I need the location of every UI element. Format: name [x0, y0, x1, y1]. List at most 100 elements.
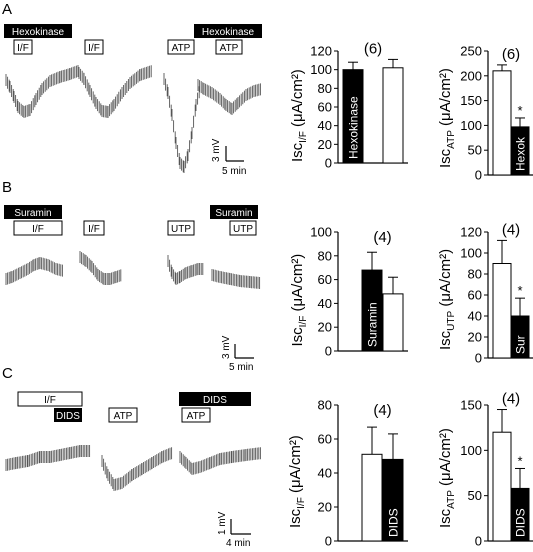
- n-label: (6): [364, 40, 382, 57]
- utp-box-2-label: UTP: [233, 224, 253, 235]
- y-tick-label: 40: [468, 309, 482, 324]
- n-label: (4): [373, 402, 391, 419]
- trace-c-3: [179, 447, 261, 475]
- hexokinase-bar-2-label: Hexokinase: [202, 27, 255, 38]
- scale-c-time: 4 min: [226, 538, 250, 549]
- if-box-1-label: I/F: [17, 43, 29, 54]
- y-tick-label: 100: [460, 246, 482, 261]
- if-box-2: [84, 39, 104, 55]
- y-tick-label: 80: [318, 81, 332, 96]
- y-tick-label: 120: [460, 225, 482, 240]
- y-tick-label: 100: [310, 225, 332, 240]
- bar: [510, 315, 530, 359]
- chart-b-right: 0 20 40 60 80 100 120 Sur (4) * IscUTP (μA/cm²): [437, 221, 533, 366]
- atp-box-2: [215, 39, 243, 55]
- scale-b-time: 5 min: [229, 362, 253, 373]
- significance-marker: *: [517, 453, 522, 468]
- y-tick-label: 0: [325, 534, 332, 549]
- bar: [382, 67, 404, 164]
- scale-a-voltage: 3 mV: [211, 138, 222, 162]
- dids-bar-1: [54, 408, 82, 422]
- bar-label: DIDS: [514, 508, 528, 537]
- trace-c-1: [5, 445, 91, 471]
- y-axis-label: IscATP (μA/cm²): [437, 428, 457, 528]
- significance-marker: *: [517, 103, 522, 118]
- bar-label: DIDS: [387, 508, 401, 537]
- y-tick-label: 50: [468, 143, 482, 158]
- n-label: (6): [502, 46, 520, 63]
- panel-b: B Suramin I/F I/F UTP Suramin UTP 3 mV 5…: [2, 179, 261, 373]
- chart-c-right: 0 50 100 150 DIDS (4) * IscATP (μA/cm²): [437, 391, 533, 549]
- bar: [382, 293, 404, 352]
- scale-bar-b: 3 mV 5 min: [221, 335, 254, 373]
- utp-box-1: [167, 220, 195, 236]
- n-label: (4): [502, 221, 520, 238]
- panel-c: C I/F DIDS ATP DIDS ATP 1 mV 4 min: [2, 365, 261, 549]
- y-tick-label: 100: [310, 62, 332, 77]
- y-tick-label: 0: [475, 534, 482, 549]
- scale-a-time: 5 min: [222, 166, 246, 177]
- n-label: (4): [373, 229, 391, 246]
- suramin-bar-1-label: Suramin: [14, 208, 51, 219]
- bar-label: Hexok: [514, 136, 528, 171]
- bar-label: Sur: [514, 335, 528, 354]
- y-tick-label: 120: [310, 44, 332, 59]
- y-tick-label: 0: [325, 156, 332, 171]
- suramin-bar-2-label: Suramin: [215, 208, 252, 219]
- y-tick-label: 60: [468, 288, 482, 303]
- trace-b-1: [5, 257, 63, 285]
- y-tick-label: 40: [318, 466, 332, 481]
- y-tick-label: 20: [468, 330, 482, 345]
- hexokinase-bar-2: [194, 24, 262, 38]
- y-tick-label: 0: [325, 344, 332, 359]
- if-box-b1: [13, 220, 63, 236]
- utp-box-2: [229, 220, 257, 236]
- y-axis-label: IscUTP (μA/cm²): [437, 249, 457, 350]
- if-box-c1: [17, 391, 83, 407]
- y-tick-label: 150: [460, 398, 482, 413]
- y-tick-label: 40: [318, 118, 332, 133]
- y-tick-label: 60: [318, 100, 332, 115]
- atp-box-2-label: ATP: [220, 43, 239, 54]
- y-tick-label: 0: [475, 351, 482, 366]
- if-box-b2-label: I/F: [88, 224, 100, 235]
- dids-bar-2-label: DIDS: [203, 395, 227, 406]
- suramin-bar-1: [4, 205, 62, 219]
- y-tick-label: 20: [318, 137, 332, 152]
- trace-a-1: [5, 65, 79, 118]
- bar: [492, 431, 512, 542]
- y-axis-label: IscI/F (μA/cm²): [287, 435, 307, 528]
- trace-b-3: [167, 255, 204, 285]
- y-tick-label: 100: [460, 118, 482, 133]
- atp-box-c2-label: ATP: [187, 411, 206, 422]
- chart-a-right: 0 50 100 150 200 250 Hexok (6) * IscATP (μA/cm²): [437, 44, 533, 183]
- bar: [492, 263, 512, 359]
- bar: [510, 126, 530, 176]
- atp-box-c2: [181, 407, 211, 423]
- if-box-2-label: I/F: [88, 43, 100, 54]
- y-tick-label: 200: [460, 68, 482, 83]
- y-tick-label: 20: [318, 500, 332, 515]
- bar: [382, 458, 404, 542]
- y-tick-label: 80: [318, 398, 332, 413]
- bar: [361, 269, 383, 352]
- trace-a-2: [78, 65, 152, 118]
- y-axis-label: IscI/F (μA/cm²): [289, 254, 309, 347]
- bar: [342, 69, 364, 164]
- y-tick-label: 60: [318, 432, 332, 447]
- trace-b-2: [79, 251, 122, 285]
- scale-bar-a: 3 mV 5 min: [211, 138, 246, 177]
- trace-a-3: [163, 73, 200, 173]
- bar-label: Hexokinase: [347, 96, 361, 159]
- trace-c-2: [101, 447, 173, 491]
- y-axis-label: IscATP (μA/cm²): [437, 68, 457, 168]
- atp-box-1-label: ATP: [172, 43, 191, 54]
- trace-b-4: [211, 269, 261, 289]
- if-box-b2: [83, 220, 105, 236]
- bar: [510, 487, 530, 542]
- y-tick-label: 100: [460, 443, 482, 458]
- suramin-bar-2: [210, 205, 258, 219]
- y-tick-label: 80: [318, 248, 332, 263]
- y-tick-label: 20: [318, 320, 332, 335]
